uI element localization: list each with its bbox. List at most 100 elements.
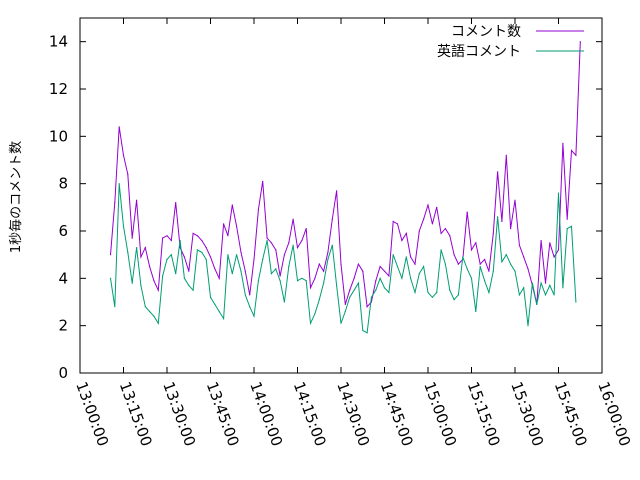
- data-point: [122, 225, 125, 227]
- data-point: [475, 242, 477, 244]
- data-point: [288, 242, 290, 244]
- data-point: [479, 263, 481, 265]
- data-point: [418, 230, 420, 232]
- data-point: [192, 232, 194, 234]
- data-point: [440, 232, 442, 234]
- data-point: [149, 310, 151, 313]
- data-point: [118, 183, 120, 185]
- data-point: [497, 171, 499, 173]
- data-point: [383, 287, 386, 289]
- data-point: [227, 235, 229, 237]
- x-tick-label: 13:45:00: [203, 379, 243, 448]
- data-point: [396, 265, 399, 268]
- data-point: [366, 306, 368, 308]
- data-point: [392, 254, 394, 256]
- data-point: [283, 254, 285, 256]
- data-point: [162, 237, 164, 239]
- data-point: [423, 218, 425, 220]
- data-point: [470, 249, 473, 251]
- data-point: [140, 256, 142, 258]
- data-point: [314, 277, 316, 279]
- data-point: [279, 275, 281, 277]
- data-point: [240, 270, 242, 272]
- data-point: [275, 268, 277, 270]
- data-point: [401, 239, 403, 242]
- data-point: [440, 249, 442, 251]
- data-point: [292, 244, 294, 246]
- data-point: [253, 315, 255, 317]
- data-point: [144, 306, 146, 308]
- data-point: [349, 296, 351, 298]
- y-tick-label: 12: [49, 80, 68, 98]
- data-point: [109, 277, 112, 279]
- y-tick-label: 4: [58, 269, 68, 287]
- data-point: [570, 149, 573, 152]
- data-point: [405, 256, 407, 258]
- data-point: [240, 251, 242, 253]
- data-point: [362, 270, 364, 272]
- data-point: [557, 192, 560, 194]
- data-point: [109, 254, 112, 256]
- data-point: [488, 291, 490, 294]
- y-tick-labels: 0 2 4 6 8 10 12 14: [49, 33, 68, 382]
- data-point: [127, 173, 129, 175]
- data-point: [410, 256, 412, 258]
- data-point: [553, 294, 555, 296]
- x-tick-label: 15:00:00: [420, 379, 460, 448]
- data-point: [462, 256, 464, 258]
- legend-label: コメント数: [451, 24, 521, 40]
- data-point: [466, 211, 468, 213]
- data-point: [249, 306, 251, 308]
- data-point: [205, 247, 207, 249]
- data-point: [327, 258, 329, 260]
- data-point: [396, 223, 399, 225]
- data-point: [214, 268, 216, 270]
- data-point: [484, 258, 486, 260]
- data-point: [301, 239, 303, 242]
- data-point: [353, 277, 355, 279]
- data-point: [340, 322, 342, 324]
- data-point: [131, 282, 133, 284]
- data-point: [266, 239, 268, 242]
- data-point: [218, 277, 220, 279]
- data-point: [309, 287, 312, 289]
- data-point: [270, 242, 272, 244]
- data-point: [497, 216, 499, 218]
- data-point: [436, 206, 438, 208]
- data-point: [444, 228, 446, 230]
- data-point: [170, 254, 172, 256]
- data-point: [457, 294, 459, 296]
- data-point: [466, 268, 468, 270]
- x-tick-label: 13:15:00: [116, 379, 156, 448]
- data-point: [153, 280, 155, 282]
- series-line-0: [110, 41, 581, 308]
- data-point: [275, 249, 277, 251]
- data-point: [575, 301, 577, 303]
- y-tick-label: 14: [49, 33, 68, 51]
- data-point: [557, 249, 560, 251]
- data-point: [475, 310, 477, 313]
- data-point: [579, 41, 581, 43]
- data-point: [209, 296, 212, 298]
- data-point: [562, 142, 564, 144]
- data-point: [405, 232, 407, 234]
- data-point: [414, 263, 416, 265]
- plot-area: [109, 41, 581, 334]
- data-point: [401, 277, 403, 279]
- data-point: [488, 270, 490, 272]
- data-point: [131, 237, 133, 239]
- x-tick-label: 13:30:00: [159, 379, 199, 448]
- data-point: [449, 235, 451, 237]
- x-tick-label: 14:30:00: [333, 379, 373, 448]
- data-point: [388, 275, 390, 277]
- data-point: [410, 277, 412, 279]
- data-point: [379, 277, 381, 279]
- data-point: [249, 294, 251, 296]
- data-point: [484, 280, 486, 282]
- data-point: [236, 225, 238, 227]
- data-point: [540, 282, 542, 284]
- data-point: [149, 265, 151, 268]
- data-point: [418, 273, 420, 275]
- x-tick-label: 15:30:00: [507, 379, 547, 448]
- data-point: [231, 273, 233, 275]
